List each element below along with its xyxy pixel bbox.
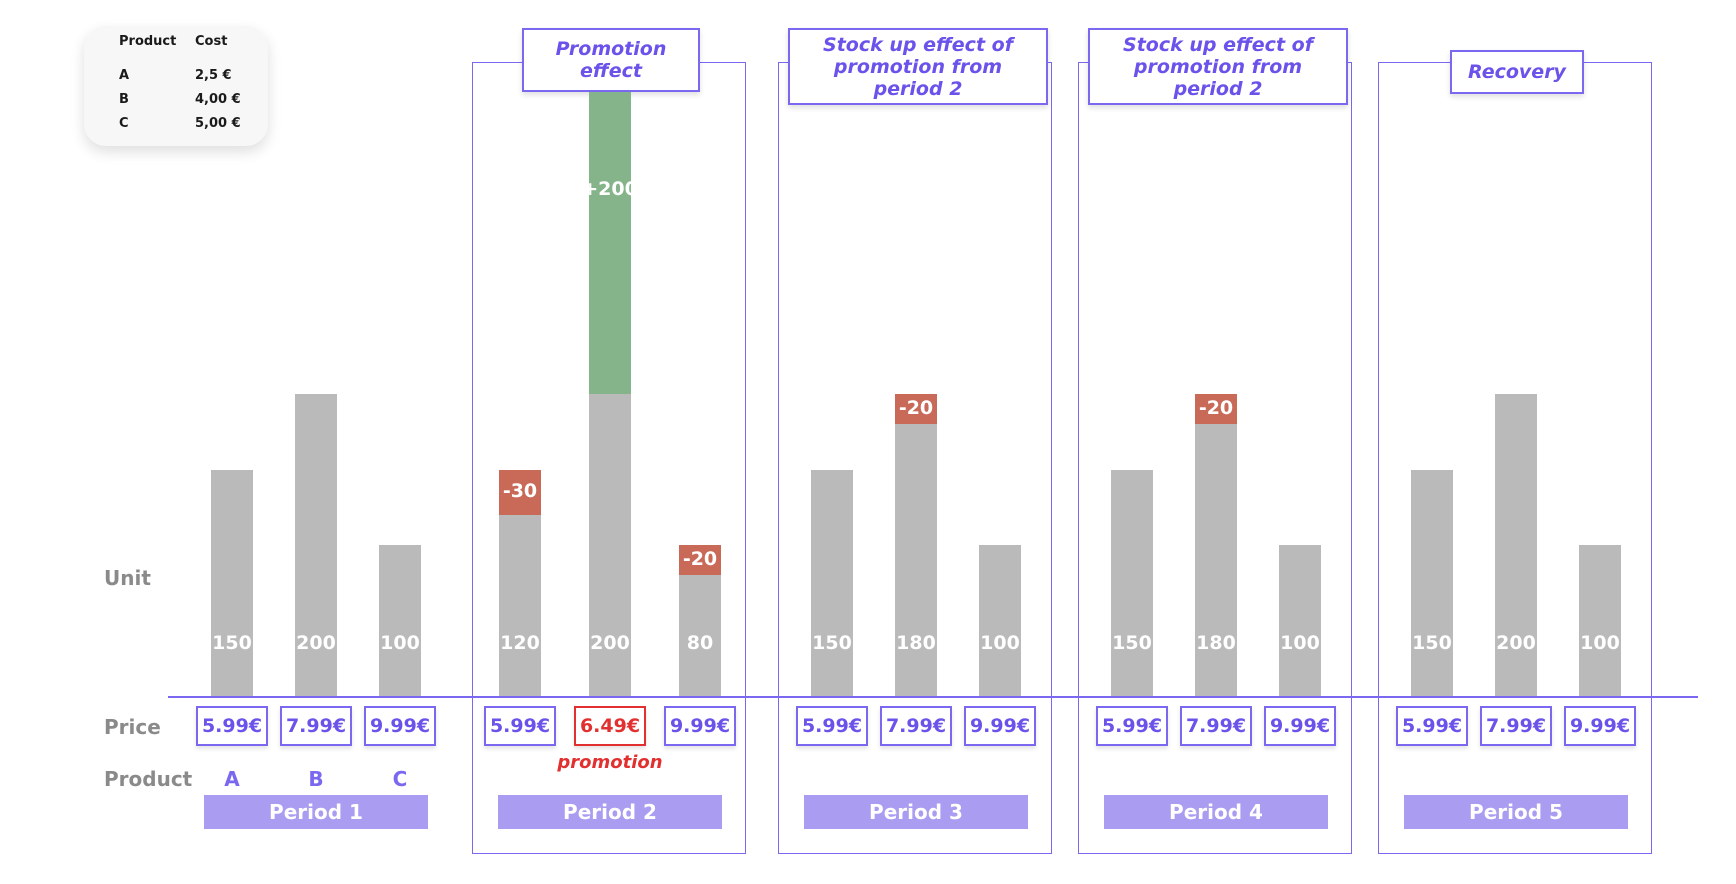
period-5-bar-a [1411, 469, 1453, 696]
period-2-bar-c [679, 575, 721, 696]
period-1-bar-b-value: 200 [296, 632, 336, 654]
period-4-bar-a [1111, 469, 1153, 696]
period-3-effect-title: Stock up effect of promotion from period… [788, 28, 1048, 105]
period-1-bar-b [295, 394, 337, 696]
period-3-bar-c-value: 100 [980, 632, 1020, 654]
period-2-bar-b-delta-value: +200 [582, 178, 638, 200]
product-row-label: Product [104, 767, 193, 791]
period-5-bar-b-value: 200 [1496, 632, 1536, 654]
period-2-price-b: 6.49€ [574, 706, 646, 746]
period-4-effect-title: Stock up effect of promotion from period… [1088, 28, 1348, 105]
period-4-bar-c [1279, 545, 1321, 696]
period-2-bar-c-delta [679, 545, 721, 576]
period-3-price-a: 5.99€ [796, 706, 868, 746]
period-5-bar-c [1579, 545, 1621, 696]
price-row-label: Price [104, 715, 161, 739]
cost-table-cost-c: 5,00 € [195, 116, 241, 131]
period-3-bar-b-delta-value: -20 [898, 397, 934, 420]
period-3-price-c: 9.99€ [964, 706, 1036, 746]
period-1-price-c: 9.99€ [364, 706, 436, 746]
cost-table-cost-a: 2,5 € [195, 68, 232, 83]
period-4-bar-b-delta [1195, 394, 1237, 425]
cost-table-header-product: Product [119, 34, 177, 49]
period-5-price-a: 5.99€ [1396, 706, 1468, 746]
period-2-bar-a-value: 120 [500, 632, 540, 654]
cost-table-product-a: A [119, 68, 130, 83]
period-2-bar-b-delta [589, 92, 631, 394]
period-4-bar-b-value: 180 [1196, 632, 1236, 654]
period-2-label: Period 2 [498, 795, 722, 829]
cost-table-header-cost: Cost [195, 34, 228, 49]
period-1-price-a: 5.99€ [196, 706, 268, 746]
cost-table-cost-b: 4,00 € [195, 92, 241, 107]
period-1-label: Period 1 [204, 795, 428, 829]
period-5-bar-c-value: 100 [1580, 632, 1620, 654]
product-label-b: B [308, 767, 324, 791]
unit-row-label: Unit [104, 566, 151, 590]
period-4-price-a: 5.99€ [1096, 706, 1168, 746]
period-3-bar-b-delta [895, 394, 937, 425]
period-5-bar-b [1495, 394, 1537, 696]
period-3-price-b: 7.99€ [880, 706, 952, 746]
period-2-bar-b [589, 394, 631, 696]
period-5-effect-title: Recovery [1450, 50, 1584, 94]
period-4-price-c: 9.99€ [1264, 706, 1336, 746]
period-4-bar-b [1195, 424, 1237, 696]
period-1-price-b: 7.99€ [280, 706, 352, 746]
period-4-bar-c-value: 100 [1280, 632, 1320, 654]
cost-table-product-b: B [119, 92, 129, 107]
period-2-bar-c-value: 80 [686, 632, 714, 654]
period-2-bar-a [499, 514, 541, 696]
period-2-bar-c-delta-value: -20 [682, 548, 718, 571]
period-1-bar-a-value: 150 [212, 632, 252, 654]
period-3-bar-a [811, 469, 853, 696]
product-label-a: A [224, 767, 240, 791]
period-2-price-c: 9.99€ [664, 706, 736, 746]
period-3-bar-a-value: 150 [812, 632, 852, 654]
period-4-price-b: 7.99€ [1180, 706, 1252, 746]
cost-table: Product Cost A 2,5 € B 4,00 € C 5,00 € [84, 26, 268, 146]
period-3-label: Period 3 [804, 795, 1028, 829]
period-4-bar-b-delta-value: -20 [1198, 397, 1234, 420]
period-5-price-c: 9.99€ [1564, 706, 1636, 746]
period-3-bar-c [979, 545, 1021, 696]
period-1-bar-c [379, 545, 421, 696]
period-5-price-b: 7.99€ [1480, 706, 1552, 746]
period-1-bar-a [211, 469, 253, 696]
period-3-bar-b [895, 424, 937, 696]
period-5-bar-a-value: 150 [1412, 632, 1452, 654]
period-5-label: Period 5 [1404, 795, 1628, 829]
period-3-bar-b-value: 180 [896, 632, 936, 654]
cost-table-product-c: C [119, 116, 129, 131]
period-4-label: Period 4 [1104, 795, 1328, 829]
period-1-bar-c-value: 100 [380, 632, 420, 654]
period-2-promo-note: promotion [557, 752, 663, 773]
period-2-bar-a-delta-value: -30 [502, 480, 538, 503]
product-label-c: C [392, 767, 408, 791]
period-2-bar-b-value: 200 [590, 632, 630, 654]
period-2-price-a: 5.99€ [484, 706, 556, 746]
period-4-bar-a-value: 150 [1112, 632, 1152, 654]
period-2-bar-a-delta [499, 469, 541, 515]
period-2-effect-title: Promotion effect [522, 28, 700, 92]
chart-baseline [168, 696, 1698, 698]
